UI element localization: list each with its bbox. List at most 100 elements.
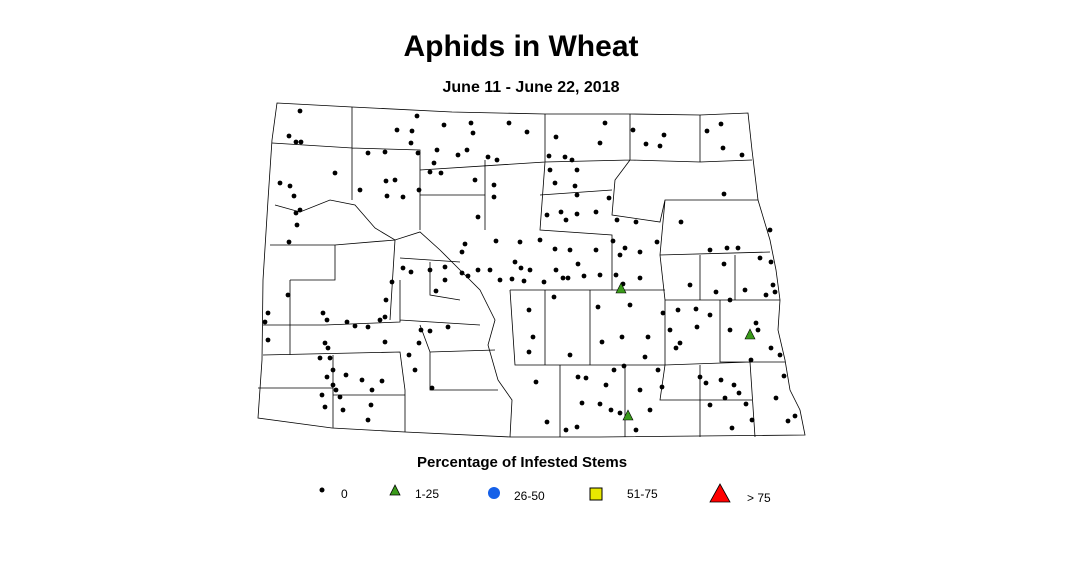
observation-point-0 bbox=[445, 324, 451, 330]
observation-point-0 bbox=[497, 277, 503, 283]
observation-point-0 bbox=[553, 267, 559, 273]
observation-point-0 bbox=[365, 324, 371, 330]
observation-point-0 bbox=[724, 245, 730, 251]
observation-point-0 bbox=[442, 264, 448, 270]
observation-point-0 bbox=[546, 153, 552, 159]
observation-point-0 bbox=[599, 339, 605, 345]
observation-point-0 bbox=[286, 239, 292, 245]
observation-point-0 bbox=[727, 297, 733, 303]
observation-point-0 bbox=[415, 150, 421, 156]
observation-point-0 bbox=[527, 267, 533, 273]
observation-point-0 bbox=[465, 273, 471, 279]
observation-point-0 bbox=[773, 395, 779, 401]
observation-point-0 bbox=[720, 145, 726, 151]
observation-point-0 bbox=[517, 239, 523, 245]
observation-point-0 bbox=[400, 265, 406, 271]
observation-point-0 bbox=[574, 167, 580, 173]
observation-point-0 bbox=[509, 276, 515, 282]
observation-point-0 bbox=[687, 282, 693, 288]
observation-point-0 bbox=[574, 424, 580, 430]
observation-point-0 bbox=[748, 357, 754, 363]
observation-point-0 bbox=[406, 352, 412, 358]
observation-point-0 bbox=[470, 130, 476, 136]
observation-point-0 bbox=[431, 160, 437, 166]
observation-point-0 bbox=[637, 275, 643, 281]
observation-point-0 bbox=[563, 427, 569, 433]
observation-point-0 bbox=[642, 354, 648, 360]
observation-point-0 bbox=[552, 246, 558, 252]
observation-point-1-25 bbox=[744, 328, 756, 340]
observation-point-0 bbox=[547, 167, 553, 173]
observation-point-0 bbox=[343, 372, 349, 378]
observation-point-0 bbox=[493, 238, 499, 244]
observation-point-0 bbox=[572, 183, 578, 189]
observation-point-0 bbox=[768, 345, 774, 351]
observation-point-0 bbox=[286, 133, 292, 139]
observation-point-0 bbox=[287, 183, 293, 189]
observation-point-0 bbox=[298, 139, 304, 145]
observation-point-0 bbox=[506, 120, 512, 126]
observation-point-0 bbox=[294, 222, 300, 228]
observation-point-0 bbox=[637, 387, 643, 393]
observation-point-0 bbox=[265, 337, 271, 343]
observation-point-0 bbox=[617, 410, 623, 416]
observation-point-0 bbox=[416, 340, 422, 346]
legend-symbols bbox=[319, 483, 731, 503]
county-lines bbox=[258, 107, 785, 438]
observation-point-0 bbox=[563, 217, 569, 223]
observation-point-0 bbox=[389, 279, 395, 285]
observation-point-0 bbox=[661, 132, 667, 138]
observation-point-0 bbox=[262, 319, 268, 325]
observation-point-0 bbox=[327, 355, 333, 361]
observation-point-0 bbox=[660, 310, 666, 316]
observation-point-0 bbox=[408, 140, 414, 146]
observation-point-0 bbox=[379, 378, 385, 384]
observation-point-0 bbox=[521, 278, 527, 284]
observation-point-0 bbox=[581, 273, 587, 279]
observation-point-0 bbox=[277, 180, 283, 186]
legend-symbol-51-75 bbox=[589, 487, 603, 501]
observation-point-0 bbox=[657, 143, 663, 149]
observation-point-0 bbox=[574, 211, 580, 217]
observation-point-0 bbox=[610, 238, 616, 244]
observation-point-0 bbox=[472, 177, 478, 183]
legend-symbol-0 bbox=[319, 487, 325, 493]
observation-point-0 bbox=[416, 187, 422, 193]
observation-point-0 bbox=[533, 379, 539, 385]
observation-point-0 bbox=[352, 323, 358, 329]
observation-point-0 bbox=[427, 169, 433, 175]
observation-point-0 bbox=[384, 193, 390, 199]
observation-point-0 bbox=[438, 170, 444, 176]
observation-point-0 bbox=[627, 302, 633, 308]
observation-point-0 bbox=[606, 195, 612, 201]
observation-point-0 bbox=[552, 180, 558, 186]
observation-point-0 bbox=[667, 327, 673, 333]
observation-point-0 bbox=[743, 401, 749, 407]
observation-point-0 bbox=[541, 279, 547, 285]
observation-point-0 bbox=[429, 385, 435, 391]
observation-point-0 bbox=[753, 320, 759, 326]
observation-point-0 bbox=[777, 352, 783, 358]
observation-point-0 bbox=[677, 340, 683, 346]
county-boundaries bbox=[257, 102, 806, 438]
observation-point-0 bbox=[694, 324, 700, 330]
observation-point-0 bbox=[491, 194, 497, 200]
observation-point-0 bbox=[357, 187, 363, 193]
observation-point-0 bbox=[330, 382, 336, 388]
missouri-river bbox=[274, 199, 513, 438]
observation-point-0 bbox=[768, 259, 774, 265]
observation-point-0 bbox=[583, 375, 589, 381]
observation-point-0 bbox=[369, 387, 375, 393]
observation-point-0 bbox=[602, 120, 608, 126]
observation-point-0 bbox=[526, 349, 532, 355]
legend-label-51-75: 51-75 bbox=[627, 487, 658, 501]
observation-point-0 bbox=[526, 307, 532, 313]
observation-point-0 bbox=[727, 327, 733, 333]
observation-point-0 bbox=[400, 194, 406, 200]
observation-point-0 bbox=[613, 272, 619, 278]
observation-point-0 bbox=[647, 407, 653, 413]
observation-point-0 bbox=[332, 170, 338, 176]
observation-point-0 bbox=[412, 367, 418, 373]
observation-point-0 bbox=[394, 127, 400, 133]
